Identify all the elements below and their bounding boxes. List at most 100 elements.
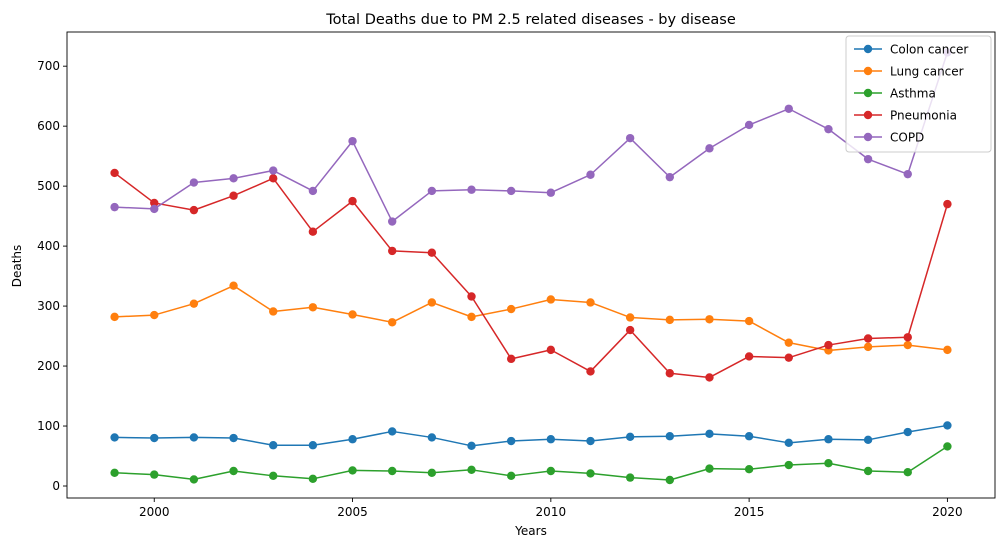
data-point [863, 154, 873, 164]
data-point [229, 281, 238, 290]
data-point [467, 465, 476, 475]
data-point [824, 435, 833, 444]
data-point [269, 307, 278, 316]
data-point [150, 310, 159, 320]
data-point [625, 325, 635, 335]
data-point [387, 427, 397, 436]
data-point [705, 373, 714, 382]
data-point [586, 367, 595, 376]
x-tick-label: 2000 [139, 505, 170, 519]
data-point [229, 191, 238, 200]
data-point [784, 460, 793, 470]
x-tick-label: 2005 [337, 505, 368, 519]
data-point [229, 174, 238, 183]
data-point [705, 144, 714, 153]
legend-label: Asthma [890, 87, 936, 101]
data-point [705, 464, 714, 473]
legend-label: Colon cancer [890, 43, 968, 57]
data-point [784, 438, 793, 448]
data-point [467, 292, 476, 301]
series-copd [110, 48, 952, 226]
series-colon-cancer [110, 421, 952, 451]
data-point [665, 172, 675, 182]
data-point [665, 369, 675, 378]
data-point [506, 304, 516, 314]
y-tick-label: 0 [52, 479, 60, 493]
data-point [110, 202, 119, 212]
data-point [427, 186, 437, 196]
data-point [150, 198, 159, 208]
data-point [506, 354, 516, 364]
axes-layer: 2000 2005 2010 2015 2020 0 100 200 300 400 500 600 7… [37, 31, 996, 519]
data-point [665, 475, 675, 485]
series-line [114, 424, 948, 447]
data-point [110, 468, 119, 478]
series-line [114, 172, 949, 379]
data-point [269, 174, 278, 183]
data-point [546, 295, 556, 304]
data-point [348, 196, 357, 206]
data-point [427, 433, 437, 442]
data-point [387, 318, 397, 327]
data-point [744, 352, 754, 361]
data-point [546, 188, 556, 197]
data-point [546, 466, 556, 476]
series-lung-cancer [110, 281, 952, 355]
data-point [863, 466, 873, 476]
data-point [150, 470, 159, 479]
y-tick-label: 700 [37, 59, 60, 73]
data-point [625, 313, 635, 322]
data-point [348, 435, 357, 444]
data-point [189, 299, 199, 308]
legend-marker [863, 88, 873, 98]
data-point [269, 441, 278, 450]
data-point [348, 310, 357, 319]
x-tick-label: 2010 [536, 505, 567, 519]
data-point [308, 303, 318, 312]
data-point [308, 474, 318, 484]
y-tick-label: 500 [37, 179, 60, 193]
y-tick-label: 600 [37, 119, 60, 133]
series-line [114, 284, 948, 352]
data-point [665, 432, 675, 441]
y-tick-label: 400 [37, 239, 60, 253]
data-point [150, 433, 159, 443]
data-point [586, 298, 595, 307]
data-point [348, 466, 357, 475]
data-point [586, 170, 595, 179]
data-point [665, 315, 675, 325]
data-point [824, 459, 833, 468]
legend: Colon cancer Lung cancer Asthma Pneumonia CO… [845, 35, 992, 153]
data-point [784, 353, 793, 362]
legend-box [845, 35, 992, 153]
data-point [387, 246, 397, 256]
data-point [903, 468, 912, 477]
x-tick-label: 2020 [932, 505, 963, 519]
data-point [387, 466, 397, 476]
y-tick-label: 100 [37, 419, 60, 433]
data-point [903, 169, 912, 179]
data-point [467, 185, 476, 194]
legend-item: Asthma [854, 87, 936, 101]
legend-label: Pneumonia [890, 109, 957, 123]
data-point [744, 120, 754, 130]
series-pneumonia [110, 168, 952, 382]
data-point [546, 345, 556, 355]
data-point [863, 334, 873, 343]
data-point [229, 433, 238, 443]
legend-marker [863, 110, 873, 120]
data-point [189, 205, 199, 215]
legend-label: Lung cancer [890, 65, 964, 79]
data-point [625, 432, 635, 442]
data-point [744, 316, 754, 326]
data-point [189, 178, 199, 187]
y-tick-label: 300 [37, 299, 60, 313]
data-point [308, 227, 318, 236]
y-axis-label: Deaths [10, 245, 24, 288]
data-point [506, 186, 516, 196]
data-point [348, 136, 357, 146]
x-tick-label: 2015 [734, 505, 765, 519]
data-point [943, 345, 952, 355]
data-point [863, 342, 873, 352]
